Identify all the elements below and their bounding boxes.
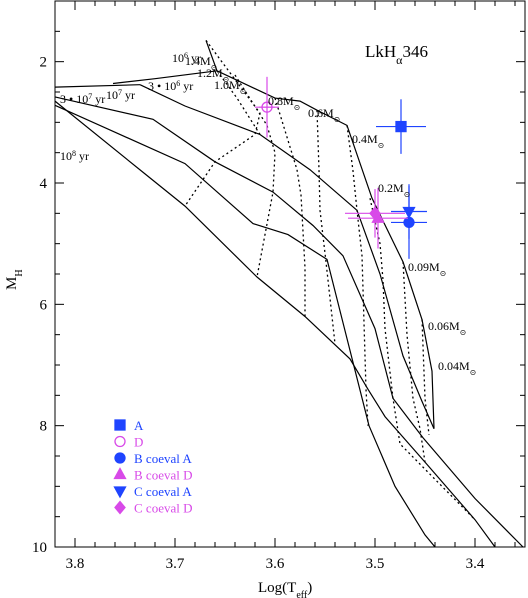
isochrone-line-1 [112,70,218,85]
star-marker-c-coeval-d [369,206,381,221]
y-tick-label: 8 [40,419,48,435]
svg-text:0.6M⊙: 0.6M⊙ [308,106,340,124]
x-tick-label: 3.6 [266,556,285,572]
legend-label: C coeval A [134,484,192,499]
isochrone-line-4 [54,96,524,548]
mass-track-1 [216,70,261,135]
legend-marker [114,419,126,431]
isochrone-line-6 [54,104,436,548]
svg-text:1.4M⊙: 1.4M⊙ [185,54,217,72]
legend-label: C coeval D [134,501,192,516]
isochrone-annotation: 106 yr 3 • 106 yr 107 yr 3 • 107 yr 108 … [60,51,201,164]
mass-annotation: 1.4M⊙ 1.2M⊙ 1.0M⊙ 0.8M⊙ 0.6M⊙ 0.4M⊙ 0.2M… [185,54,476,377]
mass-track-3 [274,97,306,317]
mass-track-2 [234,74,276,278]
legend-label: A [134,418,144,433]
svg-text:1.2M⊙: 1.2M⊙ [197,66,229,84]
star-markers [255,76,427,259]
isochrone-line-5 [54,100,496,548]
mass-track-0 [184,40,261,207]
chart-legend: ADB coeval A B coeval DC coeval A C coeval… [113,418,192,516]
legend-label: D [134,435,143,450]
x-tick-label: 3.7 [166,556,185,572]
plot-frame [54,0,526,548]
chart-title: LkHα346 [365,42,428,67]
y-tick-label: 6 [40,297,48,313]
mass-track-5 [346,125,369,426]
svg-text:107 yr: 107 yr [106,88,135,103]
legend-marker [114,452,126,464]
legend-marker [113,467,127,480]
star-marker-c-coeval-a [402,206,416,219]
svg-text:0.06M⊙: 0.06M⊙ [428,319,466,337]
svg-text:3 • 107 yr: 3 • 107 yr [60,92,105,107]
svg-text:0.4M⊙: 0.4M⊙ [352,132,384,150]
svg-text:1.0M⊙: 1.0M⊙ [214,78,246,96]
svg-text:0.04M⊙: 0.04M⊙ [438,359,476,377]
svg-text:0.8M⊙: 0.8M⊙ [268,94,300,112]
y-tick-label: 10 [32,540,47,556]
y-tick-label: 2 [40,55,48,71]
isochrone-lines [54,40,524,548]
mass-track-7 [402,261,426,463]
mass-track-4 [316,110,336,344]
legend-marker [114,435,126,448]
x-axis-label: Log(Teff) [258,580,312,598]
y-tick-label: 4 [40,176,48,192]
isochrone-line-2 [54,84,141,88]
svg-text:0.2M⊙: 0.2M⊙ [378,181,410,199]
legend-label: B coeval A [134,451,192,466]
svg-text:3 • 106 yr: 3 • 106 yr [148,79,193,94]
legend-label: B coeval D [134,468,192,483]
mass-track-6 [369,198,476,521]
legend-marker [114,500,126,515]
star-marker-a [395,120,407,133]
x-tick-label: 3.5 [366,556,385,572]
svg-text:108 yr: 108 yr [60,149,89,164]
x-tick-label: 3.8 [66,556,85,572]
mass-track-8 [421,319,430,435]
axis-ticks: 3.8 3.7 3.6 3.5 3.4 2 4 6 8 10 [32,1,525,572]
x-tick-label: 3.4 [466,556,485,572]
svg-text:106 yr: 106 yr [172,51,201,66]
legend-marker [113,486,127,499]
svg-text:0.09M⊙: 0.09M⊙ [408,260,446,278]
y-axis-label: MH [4,269,25,290]
mass-tracks [184,40,476,521]
star-marker-d [261,101,273,113]
isochrone-line-0 [205,40,435,429]
